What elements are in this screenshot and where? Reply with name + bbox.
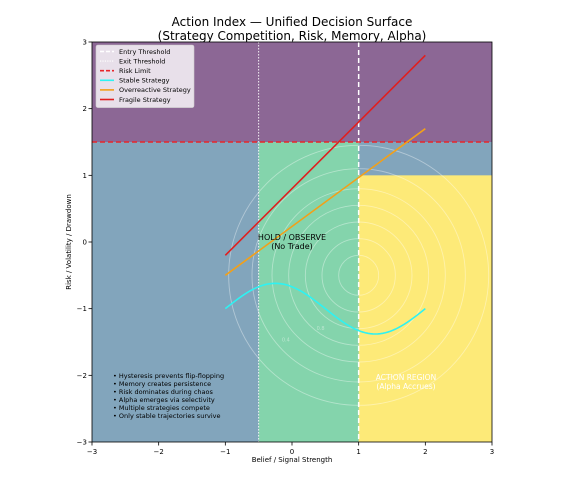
hold-sublabel: (No Trade) <box>271 242 313 251</box>
contour-label: 0.8 <box>317 326 325 332</box>
note-line: • Memory creates persistence <box>113 380 211 388</box>
hold-label: HOLD / OBSERVE <box>258 233 326 242</box>
series-fragile-strategy <box>224 54 426 256</box>
legend-label: Overreactive Strategy <box>119 86 191 94</box>
note-line: • Only stable trajectories survive <box>113 412 221 420</box>
y-tick-label: 1 <box>83 172 87 180</box>
series-overreactive-strategy <box>224 128 426 276</box>
legend-label: Entry Threshold <box>119 48 170 56</box>
series-stable-strategy <box>224 282 426 335</box>
y-tick-label: 2 <box>83 105 87 113</box>
contour-label: 0.4 <box>282 337 290 343</box>
note-line: • Risk dominates during chaos <box>113 388 213 396</box>
y-tick-label: −1 <box>77 305 87 313</box>
x-tick-label: −3 <box>87 448 97 456</box>
legend-label: Exit Threshold <box>119 57 165 65</box>
regions <box>92 42 492 443</box>
y-tick-label: 0 <box>83 239 87 247</box>
y-axis: −3 −2 −1 0 1 2 3 <box>77 39 92 447</box>
series <box>224 54 426 335</box>
x-tick-label: 2 <box>423 448 427 456</box>
action-label: ACTION REGION <box>376 373 436 382</box>
x-axis-label: Belief / Signal Strength <box>252 456 333 464</box>
y-tick-label: 3 <box>83 39 87 47</box>
chart-title: Action Index — Unified Decision Surface <box>172 15 413 29</box>
x-tick-label: 0 <box>290 448 294 456</box>
region-hold <box>258 142 359 442</box>
legend-label: Risk Limit <box>119 67 151 75</box>
x-tick-label: −2 <box>154 448 164 456</box>
legend-label: Fragile Strategy <box>119 96 171 104</box>
x-tick-label: 3 <box>490 448 494 456</box>
annotations: HOLD / OBSERVE (No Trade) ACTION REGION … <box>113 233 436 420</box>
action-sublabel: (Alpha Accrues) <box>376 382 435 391</box>
legend-label: Stable Strategy <box>119 77 170 85</box>
x-axis: −3 −2 −1 0 1 2 3 <box>87 442 494 456</box>
x-tick-label: −1 <box>220 448 230 456</box>
note-line: • Alpha emerges via selectivity <box>113 396 215 404</box>
y-axis-label: Risk / Volatility / Drawdown <box>65 194 73 290</box>
thresholds <box>92 42 492 442</box>
y-tick-label: −3 <box>77 439 87 447</box>
note-line: • Multiple strategies compete <box>113 404 210 412</box>
legend-box <box>95 44 195 108</box>
chart-subtitle: (Strategy Competition, Risk, Memory, Alp… <box>158 29 427 43</box>
note-line: • Hysteresis prevents flip-flopping <box>113 372 224 380</box>
contour-ring <box>338 254 380 296</box>
y-tick-label: −2 <box>77 372 87 380</box>
region-action <box>358 175 492 443</box>
x-tick-label: 1 <box>356 448 360 456</box>
